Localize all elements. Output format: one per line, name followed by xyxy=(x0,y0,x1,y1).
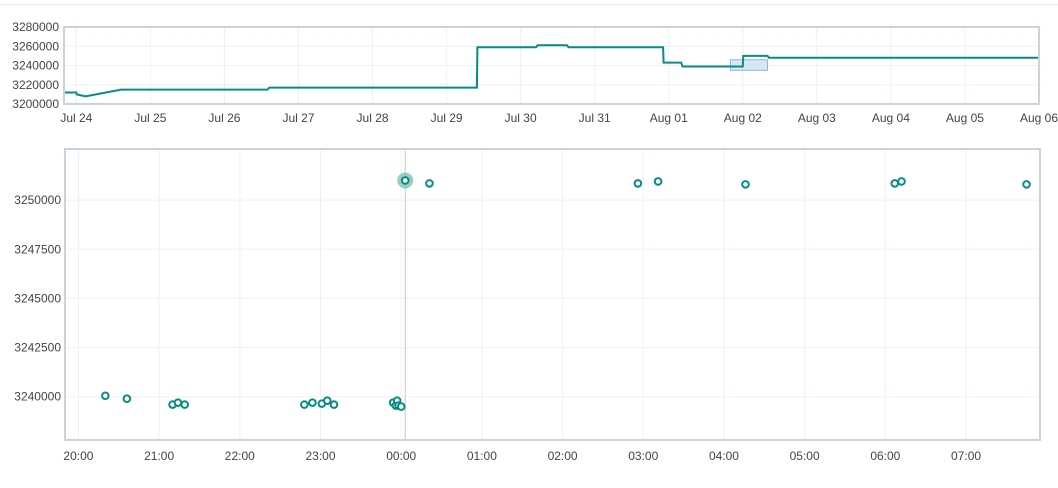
overview-x-tick-label: Aug 06 xyxy=(1020,111,1058,125)
overview-x-tick-label: Jul 31 xyxy=(579,111,611,125)
detail-data-point[interactable] xyxy=(180,400,189,409)
detail-x-tick-label: 00:00 xyxy=(386,449,416,463)
detail-data-point[interactable] xyxy=(173,398,183,407)
overview-chart[interactable]: 3200000 3220000 3240000 3260000 3280000 Jul 2… xyxy=(0,0,1058,140)
detail-x-tick-label: 22:00 xyxy=(225,449,255,463)
overview-x-tick-label: Jul 27 xyxy=(282,111,314,125)
detail-data-point[interactable] xyxy=(897,177,906,186)
detail-data-point[interactable] xyxy=(741,180,750,189)
detail-data-point[interactable] xyxy=(300,400,309,409)
detail-data-point[interactable] xyxy=(101,391,110,401)
detail-data-point[interactable] xyxy=(653,177,663,186)
overview-y-tick-label: 3240000 xyxy=(12,59,59,73)
overview-x-tick-label: Aug 01 xyxy=(650,111,688,125)
detail-frame xyxy=(64,148,1041,441)
detail-x-tick-label: 06:00 xyxy=(870,449,900,463)
detail-x-tick-label: 01:00 xyxy=(467,449,497,463)
overview-y-tick-label: 3260000 xyxy=(12,39,59,53)
detail-x-tick-label: 21:00 xyxy=(144,449,174,463)
detail-data-point[interactable] xyxy=(329,400,339,409)
overview-x-tick-label: Aug 02 xyxy=(724,111,762,125)
detail-data-point[interactable] xyxy=(122,394,132,404)
overview-y-tick-label: 3200000 xyxy=(12,97,59,111)
detail-y-tick-label: 3242500 xyxy=(14,341,61,355)
overview-x-tick-label: Aug 05 xyxy=(946,111,984,125)
detail-x-tick-label: 23:00 xyxy=(306,449,336,463)
overview-x-tick-label: Jul 25 xyxy=(134,111,166,125)
overview-x-tick-label: Jul 28 xyxy=(357,111,389,125)
top-divider xyxy=(0,4,1058,5)
overview-series-line xyxy=(64,44,1039,98)
detail-y-tick-label: 3240000 xyxy=(14,390,61,404)
detail-chart[interactable]: 3240000 3242500 3245000 3247500 3250000 20:00… xyxy=(0,138,1058,488)
detail-y-tick-label: 3250000 xyxy=(14,193,61,207)
detail-highlighted-point[interactable] xyxy=(400,176,410,185)
detail-x-tick-label: 05:00 xyxy=(790,449,820,463)
overview-x-tick-label: Jul 29 xyxy=(431,111,463,125)
detail-data-point[interactable] xyxy=(322,396,332,405)
detail-data-point[interactable] xyxy=(425,179,434,188)
detail-y-tick-label: 3245000 xyxy=(14,291,61,305)
overview-frame xyxy=(63,26,1040,105)
overview-x-tick-label: Aug 04 xyxy=(872,111,910,125)
detail-x-tick-label: 02:00 xyxy=(548,449,578,463)
detail-x-tick-label: 04:00 xyxy=(709,449,739,463)
detail-data-point[interactable] xyxy=(396,402,406,411)
detail-x-tick-label: 07:00 xyxy=(951,449,981,463)
overview-selection-window[interactable] xyxy=(729,59,768,71)
detail-data-point[interactable] xyxy=(1022,180,1031,189)
overview-x-tick-label: Jul 30 xyxy=(505,111,537,125)
overview-x-tick-label: Jul 26 xyxy=(208,111,240,125)
detail-data-point[interactable] xyxy=(633,179,643,188)
overview-x-tick-label: Jul 24 xyxy=(60,111,92,125)
overview-y-tick-label: 3220000 xyxy=(12,78,59,92)
detail-data-point[interactable] xyxy=(308,398,317,407)
overview-y-tick-label: 3280000 xyxy=(12,20,59,34)
detail-y-tick-label: 3247500 xyxy=(14,242,61,256)
detail-x-tick-label: 20:00 xyxy=(63,449,93,463)
detail-x-tick-label: 03:00 xyxy=(628,449,658,463)
detail-data-point[interactable] xyxy=(890,179,900,188)
overview-x-tick-label: Aug 03 xyxy=(798,111,836,125)
